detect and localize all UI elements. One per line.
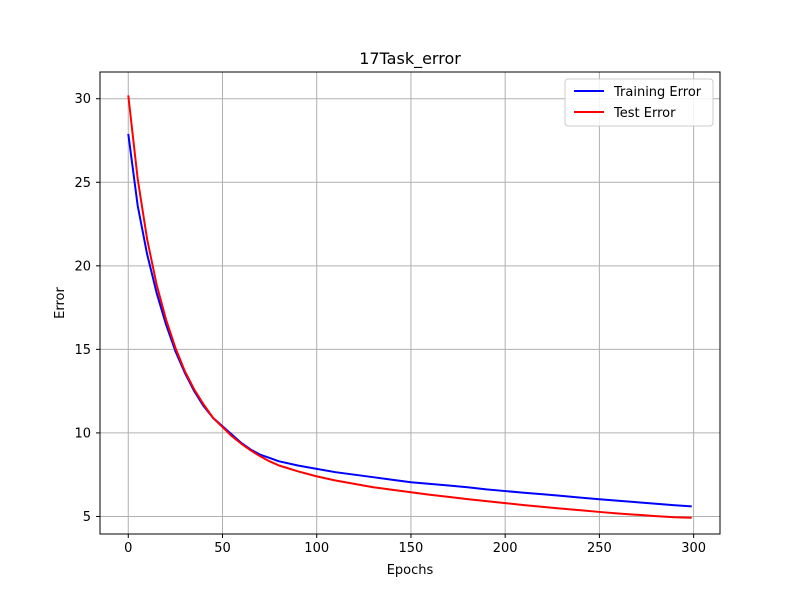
x-tick-label: 50: [214, 541, 231, 556]
y-tick-label: 30: [74, 92, 91, 107]
grid: [100, 72, 720, 534]
axis-ticks: 0 50 100 150 200 250 300 5 10 15 20 25 30: [74, 92, 706, 556]
series-line-test-error: [127, 95, 692, 519]
x-tick-label: 300: [681, 541, 706, 556]
plot-frame: [99, 71, 721, 535]
legend-label-training-error: Training Error: [613, 85, 702, 100]
y-axis-label: Error: [53, 287, 68, 319]
y-tick-label: 20: [74, 259, 91, 274]
y-tick-label: 5: [83, 510, 91, 525]
x-tick-label: 200: [493, 541, 518, 556]
series-lines: [127, 95, 692, 519]
y-tick-label: 10: [74, 426, 91, 441]
legend: Training Error Test Error: [564, 78, 714, 127]
x-tick-label: 0: [124, 541, 132, 556]
y-tick-label: 15: [74, 343, 91, 358]
x-tick-label: 150: [399, 541, 424, 556]
legend-label-test-error: Test Error: [613, 106, 676, 121]
x-tick-label: 250: [587, 541, 612, 556]
chart-title: 17Task_error: [359, 49, 461, 69]
x-axis-label: Epochs: [387, 563, 434, 578]
x-tick-label: 100: [304, 541, 329, 556]
y-tick-label: 25: [74, 176, 91, 191]
